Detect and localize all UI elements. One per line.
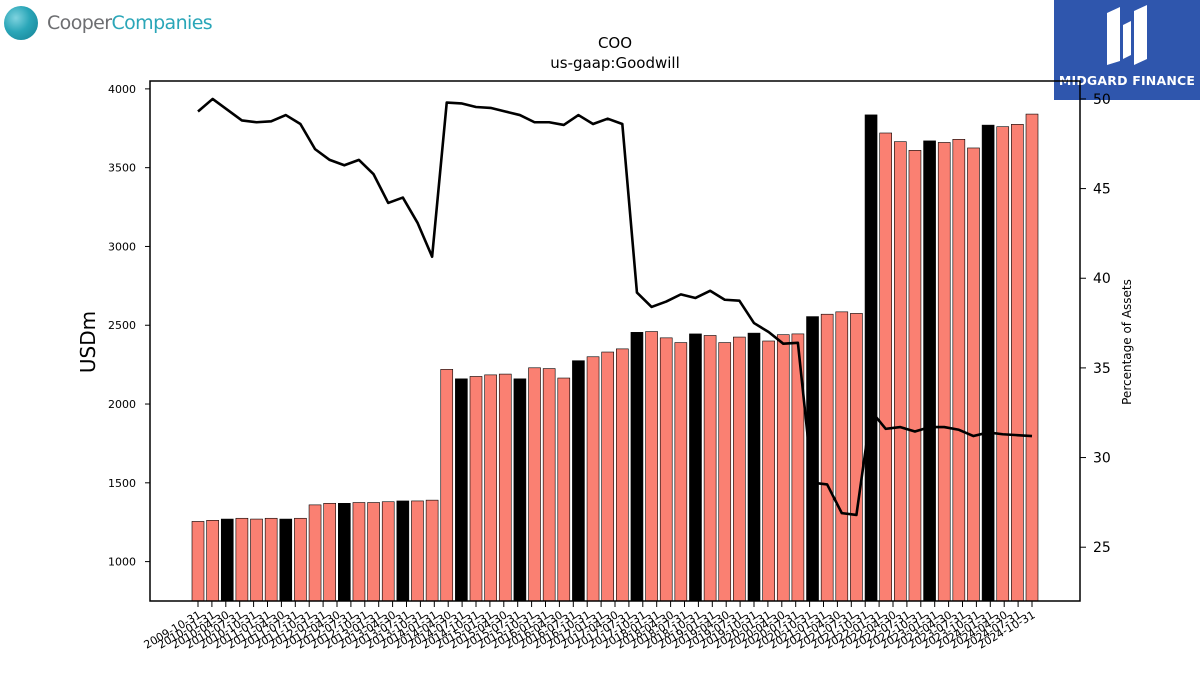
bar-19 [469, 376, 483, 602]
logo-text-part2: Companies [111, 12, 213, 34]
bar-30 [630, 332, 644, 602]
bar-34 [689, 333, 702, 602]
chart-subtitle: us-gaap:Goodwill [550, 54, 680, 72]
y-tick-label-5: 3500 [108, 162, 136, 175]
bar-39 [762, 340, 775, 602]
bar-48 [894, 141, 907, 602]
bar-46 [864, 114, 878, 602]
line-series [197, 97, 1033, 517]
chart-title: COO [598, 34, 632, 52]
y2-tick-label-1: 30 [1093, 451, 1111, 467]
y-tick-label-0: 1000 [108, 556, 136, 569]
y2-tick-label-5: 50 [1093, 92, 1111, 108]
bar-5 [264, 517, 278, 602]
bar-57 [1025, 113, 1039, 602]
midgard-mark-icon [1107, 5, 1147, 65]
bar-43 [820, 313, 834, 602]
y-tick-label-1: 1500 [108, 477, 136, 490]
y-tick-label-2: 2000 [108, 398, 136, 411]
y-tick-label-3: 2500 [108, 319, 136, 332]
y2-tick-label-3: 40 [1093, 271, 1111, 287]
bar-56 [1011, 124, 1024, 602]
x-axis-ticks: 2009-10-312010-01-312010-04-302010-07-31… [142, 601, 1038, 652]
bar-1 [206, 520, 219, 602]
bar-15 [411, 500, 424, 602]
bar-32 [659, 337, 673, 602]
bar-0 [191, 521, 205, 602]
bar-10 [338, 502, 351, 602]
bar-2 [220, 518, 234, 602]
bar-47 [879, 132, 892, 602]
bar-22 [513, 378, 527, 602]
coopercompanies-logo: CooperCompanies [4, 4, 213, 42]
bar-24 [542, 368, 556, 602]
bar-9 [323, 502, 336, 602]
bar-54 [981, 124, 995, 602]
bar-55 [996, 126, 1010, 602]
bar-45 [850, 313, 863, 602]
percentage-line [197, 97, 1033, 517]
bar-11 [352, 502, 366, 602]
logo-wordmark: CooperCompanies [47, 12, 213, 34]
midgard-finance-text: MIDGARD FINANCE [1058, 73, 1196, 88]
bar-36 [718, 342, 732, 602]
bar-12 [367, 502, 380, 602]
globe-logo-icon [4, 6, 38, 40]
midgard-finance-logo: MIDGARD FINANCE [1054, 0, 1200, 100]
y-tick-label-6: 4000 [108, 83, 136, 96]
bar-13 [381, 501, 395, 602]
bar-50 [923, 140, 936, 602]
bar-27 [586, 356, 600, 602]
bar-16 [425, 499, 439, 602]
y2-tick-label-4: 45 [1093, 182, 1111, 198]
bar-44 [835, 311, 849, 602]
bar-26 [572, 360, 585, 602]
bar-29 [616, 348, 629, 602]
y-axis-ticks: 1000 1500 2000 2500 3000 3500 4000 [108, 83, 150, 569]
bar-53 [967, 147, 980, 602]
bar-7 [294, 517, 307, 602]
bar-20 [484, 374, 497, 602]
bar-33 [674, 342, 688, 602]
bar-18 [455, 378, 468, 602]
bar-17 [440, 369, 454, 602]
y-tick-label-4: 3000 [108, 240, 136, 253]
bar-4 [250, 518, 263, 602]
bar-52 [952, 139, 966, 602]
bar-49 [908, 150, 922, 602]
y-axis-label: USDm [76, 311, 100, 373]
bar-8 [308, 504, 322, 602]
bar-25 [557, 377, 571, 602]
bar-3 [235, 517, 249, 602]
bar-23 [528, 367, 541, 602]
bar-31 [645, 331, 658, 602]
y2-axis-ticks: 25 30 35 40 45 50 [1080, 92, 1111, 556]
bar-51 [937, 142, 951, 602]
bar-6 [279, 518, 293, 602]
bar-37 [733, 336, 746, 602]
logo-text-part1: Cooper [47, 12, 112, 34]
bar-21 [498, 373, 512, 602]
bar-42 [806, 316, 819, 602]
bar-35 [703, 335, 717, 602]
y2-axis-label: Percentage of Assets [1120, 279, 1134, 405]
bar-38 [747, 332, 761, 602]
bar-40 [776, 334, 790, 602]
bar-14 [396, 500, 410, 602]
y2-tick-label-0: 25 [1093, 540, 1111, 556]
y2-tick-label-2: 35 [1093, 361, 1111, 377]
bar-series [191, 113, 1039, 602]
bar-28 [601, 351, 614, 602]
